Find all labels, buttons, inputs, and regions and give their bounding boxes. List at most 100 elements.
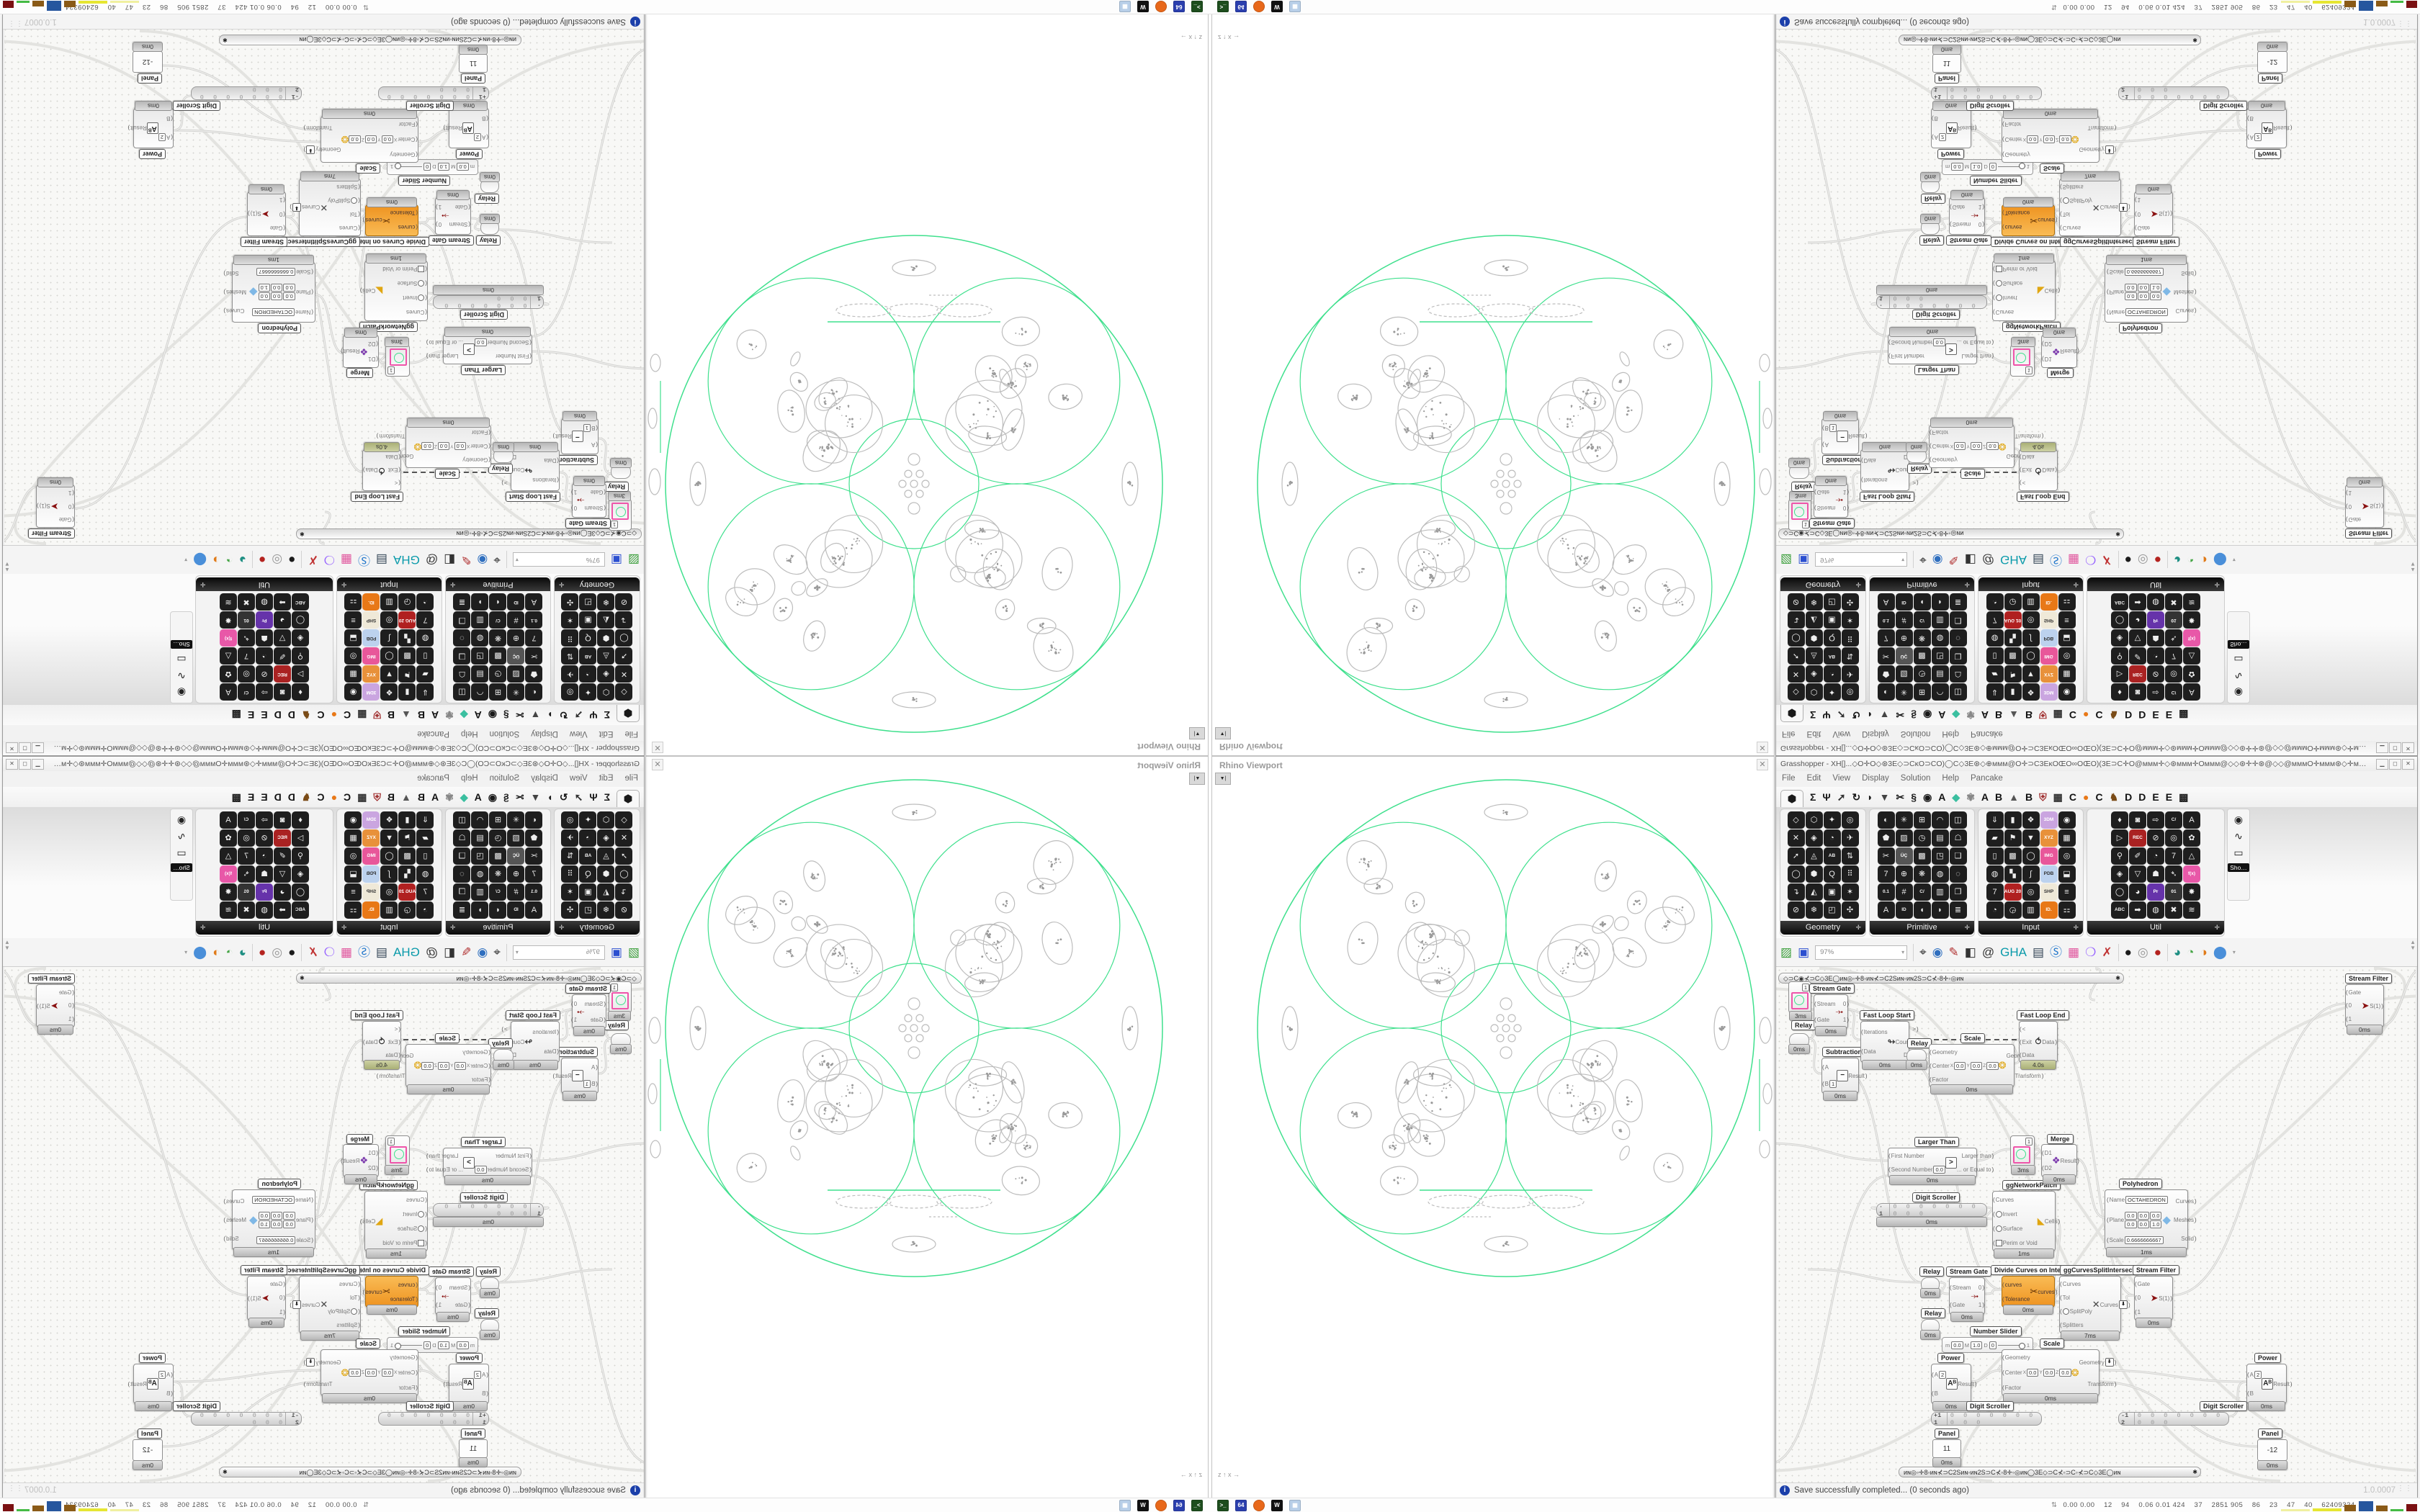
side-tool-icon[interactable]: ∿ xyxy=(177,830,186,842)
component-icon[interactable]: ▨ xyxy=(507,829,525,847)
component-icon[interactable]: 01 xyxy=(238,883,255,901)
gh-node-mini_a[interactable]: 1 xyxy=(1788,499,1811,531)
port-value[interactable]: 0.0 xyxy=(475,338,487,347)
toggle-circle-icon[interactable] xyxy=(1995,1210,2002,1218)
component-icon[interactable]: ABC xyxy=(292,901,309,919)
menu-item-help[interactable]: Help xyxy=(1942,774,1960,783)
coord-value[interactable]: 0.0 xyxy=(2043,1368,2056,1377)
component-icon[interactable]: ⬟ xyxy=(1877,829,1895,847)
coord-value[interactable]: 0.0 xyxy=(283,1211,295,1220)
tab-A2[interactable]: A xyxy=(1981,709,1989,721)
canvas-group-ribbon-bottom[interactable]: ᴎɴ◎◦✛8◦ᴎɴ⊀⊃C2Sᴎɴ◦ᴎɴ2S⊃C⊀◦8✛◦◎ᴎɴ◯3E◇⊃C⊀◦⊃… xyxy=(219,1467,521,1477)
component-icon[interactable]: ▼ xyxy=(380,829,398,847)
toggle-circle-icon[interactable] xyxy=(351,197,358,204)
minimize-button[interactable]: ▁ xyxy=(32,742,44,753)
slider-min-value[interactable]: 0.0 xyxy=(1951,1341,1963,1349)
component-icon[interactable]: ⇨ xyxy=(256,683,273,701)
component-icon[interactable]: ◉ xyxy=(2058,683,2076,701)
gh-node-power_b[interactable]: (A 2(B Aᴮ Result) xyxy=(127,1364,174,1404)
panel-expand-icon[interactable]: ✛ xyxy=(341,581,347,588)
tab-D2[interactable]: D xyxy=(274,709,282,721)
component-icon[interactable]: ≡ xyxy=(344,611,362,629)
expand-button[interactable]: ⬇ xyxy=(2105,145,2114,154)
component-icon[interactable]: ◉ xyxy=(344,811,362,829)
component-icon[interactable]: A xyxy=(2183,683,2200,701)
tab-C2[interactable]: C xyxy=(317,791,325,803)
toggle-square-icon[interactable] xyxy=(418,266,425,273)
resize-grip-icon[interactable]: ⋮⋮ xyxy=(2397,19,2413,27)
gh-node-panel_b[interactable]: -12 xyxy=(133,51,163,73)
component-icon[interactable]: ≣ xyxy=(1949,901,1967,919)
dropdown-arrow-icon[interactable]: ▾ xyxy=(184,557,188,563)
component-icon[interactable]: ◎ xyxy=(238,829,255,847)
component-icon[interactable]: ◌ xyxy=(453,629,471,647)
component-icon[interactable]: 7 xyxy=(525,629,543,647)
gh-node-sub_a[interactable]: (A(B 1− Result) xyxy=(552,1058,599,1094)
tab-grid[interactable]: ▦ xyxy=(2053,791,2063,803)
component-icon[interactable]: AB xyxy=(579,647,597,665)
find-s-icon[interactable]: Ⓢ xyxy=(2050,945,2063,959)
galapagos-icon[interactable]: ❍ xyxy=(2085,945,2097,959)
port-value[interactable]: 1 xyxy=(1829,424,1837,433)
component-icon[interactable]: ◖ xyxy=(489,593,507,611)
component-icon[interactable]: ✸ xyxy=(220,611,237,629)
gh-node-poly[interactable]: (Name OCTAHEDRON(Plane 0.0 0.0 0.0 0.0 0.0 1.0 ◆… xyxy=(223,1189,315,1250)
tab-D1[interactable]: D xyxy=(287,709,295,721)
slider-track[interactable] xyxy=(1997,163,2025,170)
toggle-circle-icon[interactable] xyxy=(2062,197,2069,204)
coord-value[interactable]: 0.0 xyxy=(454,442,466,451)
component-icon[interactable]: ✶ xyxy=(1841,611,1859,629)
slider-digits-value[interactable]: 0 xyxy=(424,163,431,171)
component-icon[interactable]: ✣ xyxy=(561,593,579,611)
component-icon[interactable]: ▯ xyxy=(1986,847,2004,865)
component-icon[interactable]: ✿ xyxy=(220,829,237,847)
coord-value[interactable]: 0.0 xyxy=(2137,1220,2150,1228)
coord-value[interactable]: 0.0 xyxy=(283,284,295,292)
open-file-icon[interactable]: ▨ xyxy=(1780,945,1793,959)
tab-flower[interactable]: ✾ xyxy=(445,709,454,721)
component-icon[interactable]: ◎ xyxy=(380,883,398,901)
component-icon[interactable]: ⇓ xyxy=(416,811,434,829)
gh-node-merge[interactable]: (D1(D2 ❖ Result) xyxy=(2041,1144,2079,1177)
tab-grid[interactable]: ▦ xyxy=(2053,709,2063,721)
component-icon[interactable]: ◈ xyxy=(2111,629,2128,647)
component-icon[interactable]: ◌ xyxy=(1949,865,1967,883)
floppy-64-icon[interactable]: 64 xyxy=(1173,1500,1185,1511)
component-icon[interactable]: ◔ xyxy=(1823,829,1841,847)
tab-intersect[interactable]: ✂ xyxy=(515,709,524,721)
component-icon[interactable]: 01 xyxy=(238,611,255,629)
component-icon[interactable]: ◯ xyxy=(292,611,309,629)
terminal-icon[interactable]: >_ xyxy=(1191,1500,1203,1511)
component-icon[interactable]: SHP xyxy=(2040,611,2058,629)
component-icon[interactable]: C/ xyxy=(489,883,507,901)
coord-value[interactable]: 0.0 xyxy=(2125,1220,2137,1228)
component-icon[interactable]: ⬟ xyxy=(525,665,543,683)
minimize-button[interactable]: ▁ xyxy=(2376,742,2388,753)
component-icon[interactable]: A xyxy=(220,811,237,829)
component-icon[interactable]: ◍ xyxy=(1986,629,2004,647)
component-icon[interactable]: ▥ xyxy=(380,901,398,919)
panel-expand-icon[interactable]: ✛ xyxy=(200,581,206,588)
preview-eye-icon[interactable]: ◉ xyxy=(477,553,488,567)
component-icon[interactable]: ✈ xyxy=(1841,829,1859,847)
expand-button[interactable]: ⬇ xyxy=(2105,1358,2114,1367)
component-icon[interactable]: ◭ xyxy=(1805,883,1823,901)
component-icon[interactable]: SHP xyxy=(362,883,380,901)
gh-node-sgate_a[interactable]: (Stream(Gate ⤞ 0) 1) xyxy=(1814,483,1849,518)
galapagos-icon[interactable]: ❍ xyxy=(323,945,335,959)
tab-D2[interactable]: D xyxy=(2138,709,2146,721)
component-icon[interactable]: 0.1 xyxy=(525,611,543,629)
component-icon[interactable]: ◗ xyxy=(471,593,489,611)
gh-node-larger[interactable]: (First Number(Second Number 0.0 > Larger th… xyxy=(426,1148,532,1178)
tab-more[interactable]: ▩ xyxy=(231,709,241,721)
component-icon[interactable]: C/ xyxy=(489,611,507,629)
tab-mesh[interactable]: ▼ xyxy=(1879,791,1890,803)
resize-grip-icon[interactable]: ⋮⋮ xyxy=(2397,1485,2413,1493)
gh-node-cells[interactable]: (Curves(Invert(Surface(Perim or Void ◣ Cel… xyxy=(1992,261,2060,321)
canvas-group-ribbon-top[interactable]: ◇⊃C◉⊀⊃C◇3E◯ᴎɴ◎◦✛8◦ᴎɴ⊀⊃C2Sᴎɴ◦ᴎɴ2S⊃C⊀◦8✛◦◎… xyxy=(1778,528,2124,539)
component-icon[interactable]: ♦ xyxy=(2111,683,2128,701)
component-icon[interactable]: ⚏ xyxy=(2058,593,2076,611)
floppy-64-icon[interactable]: 64 xyxy=(1235,1,1247,12)
slider-track[interactable] xyxy=(1997,1342,2025,1349)
